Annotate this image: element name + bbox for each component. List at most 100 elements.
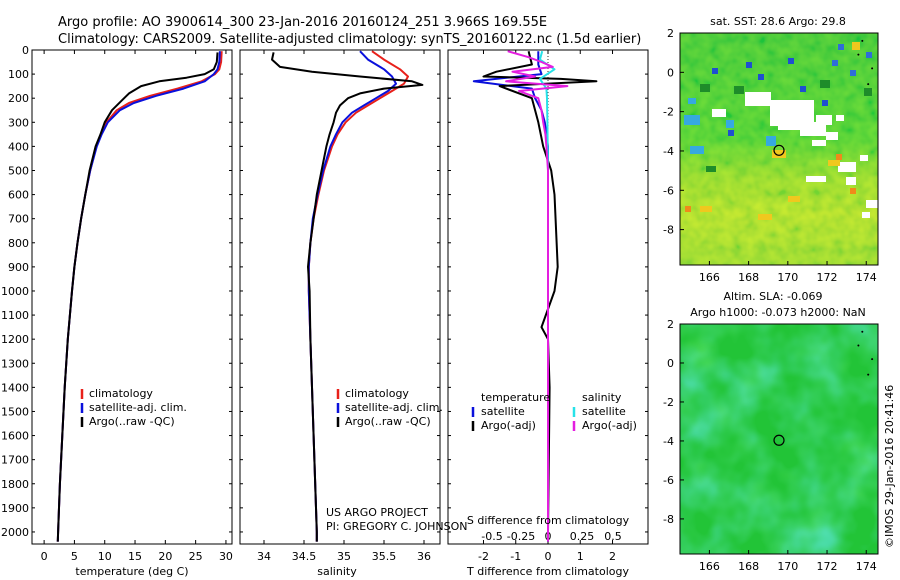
x-tick-label-top: -0.25 [507,530,535,543]
sst-patch [700,206,712,212]
map-y-tick-label: -6 [663,474,674,487]
difference-x-label-top: S difference from climatology [467,514,630,527]
map-y-tick-label: -2 [663,396,674,409]
x-tick-label: 35 [337,550,351,563]
temperature-x-label: temperature (deg C) [75,565,188,578]
island-dot [857,53,860,56]
y-tick-label: 1200 [1,333,29,346]
map-x-tick-label: 166 [699,560,720,573]
temperature-axes-frame [31,49,233,545]
salinity-plot: 34 34.5 35 35.5 36 climatologysatellite-adj. … [240,49,443,563]
x-tick-label: 0 [545,550,552,563]
y-tick-label: 900 [8,261,29,274]
legend-label: Argo(..raw -QC) [89,415,175,428]
credits-pi: PI: GREGORY C. JOHNSON [326,520,467,533]
sst-patch [816,115,832,125]
series-line-argo-raw-qc- [56,52,219,542]
map-y-tick-label: 2 [667,27,674,40]
x-tick-label: 30 [219,550,233,563]
sst-patch [758,214,772,220]
map-y-tick-label: 0 [667,66,674,79]
sst-patch [746,62,752,68]
x-tick-label: 25 [189,550,203,563]
legend-label: satellite [481,405,525,418]
sst-patch [728,130,734,136]
x-tick-label: -1 [510,550,521,563]
island-dot [871,67,874,70]
x-tick-label: 2 [609,550,616,563]
map-y-tick-label: -4 [663,435,674,448]
island-dot [871,358,874,361]
sst-patch [684,115,700,125]
x-tick-label: 20 [158,550,172,563]
sst-patch [836,115,844,121]
island-dot [867,373,870,376]
sst-map-frame [679,32,879,266]
sst-patch [688,98,696,104]
sst-patch [812,140,826,146]
sst-patch [734,86,744,94]
argo-float-marker [773,434,785,446]
series-line-climatology [307,50,409,542]
sst-patch [828,160,840,166]
sst-patch [846,177,856,185]
y-tick-label: 1000 [1,285,29,298]
sst-patch [820,80,830,88]
sst-patch [862,212,870,218]
y-tick-label: 1700 [1,454,29,467]
temperature-plot: 0100200300400500600700800900100011001200… [1,44,233,563]
sst-patch [806,176,826,182]
sst-patch [700,84,710,92]
sst-patch [864,88,872,96]
sla-map-panel: Altim. SLA: -0.069 Argo h1000: -0.073 h2… [663,290,879,573]
x-tick-label-top: -0.5 [481,530,502,543]
map-x-tick-label: 172 [817,271,838,284]
map-x-tick-label: 172 [817,560,838,573]
y-tick-label: 0 [22,44,29,57]
sst-patch [866,52,872,58]
map-x-tick-label: 170 [777,271,798,284]
legend-label: satellite-adj. clim. [89,401,187,414]
sla-map-frame [679,323,879,555]
x-tick-label: 36 [417,550,431,563]
map-x-tick-label: 170 [777,560,798,573]
sla-map-axes: 166 168 170 172 174 2 0 -2 -4 -6 -8 [663,318,877,573]
sst-patch [850,188,856,194]
y-tick-label: 800 [8,237,29,250]
legend-label: Argo(..raw -QC) [345,415,431,428]
sla-map-title: Altim. SLA: -0.069 [723,290,822,303]
figure-title-line2: Climatology: CARS2009. Satellite-adjuste… [58,32,641,47]
sst-patch [766,136,776,146]
map-x-tick-label: 168 [738,271,759,284]
salinity-x-label: salinity [317,565,357,578]
sst-patch [788,196,800,202]
sst-patch [822,100,828,106]
y-tick-label: 1600 [1,430,29,443]
sst-patch [800,122,826,136]
sst-patch [712,109,726,117]
map-y-tick-label: -2 [663,106,674,119]
x-tick-label-top: 0.5 [604,530,622,543]
x-tick-label: 1 [577,550,584,563]
series-line-satellite-adj-clim- [56,51,221,542]
map-y-tick-label: -8 [663,224,674,237]
y-tick-label: 300 [8,116,29,129]
x-tick-label: 34 [257,550,271,563]
y-tick-label: 1400 [1,381,29,394]
x-tick-label: 34.5 [292,550,317,563]
sst-patch [706,166,716,172]
series-line-temperature-argo-adj- [482,50,598,542]
sst-patch [726,120,734,128]
sst-patch [800,86,806,92]
sst-patch [745,92,771,106]
map-x-tick-label: 174 [856,271,877,284]
map-y-tick-label: -4 [663,145,674,158]
sla-map-subtitle: Argo h1000: -0.073 h2000: NaN [690,306,866,319]
x-tick-label: 10 [98,550,112,563]
temperature-panel: 0100200300400500600700800900100011001200… [1,44,233,578]
sst-patch [866,200,878,208]
sst-patch [772,150,786,158]
sst-patch [852,42,860,50]
